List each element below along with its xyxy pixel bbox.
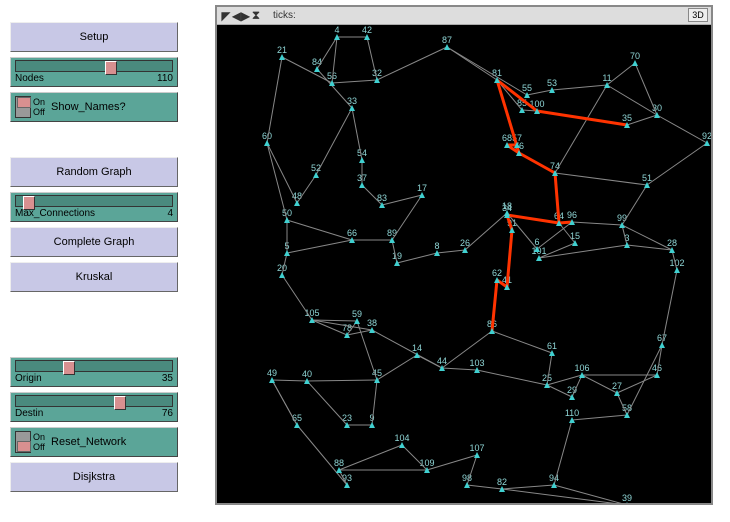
slider-thumb[interactable]	[114, 396, 126, 410]
slider-track	[15, 395, 173, 407]
slider-value: 4	[167, 208, 173, 219]
switch-toggle[interactable]	[15, 431, 31, 453]
slider-label: Max_Connections	[15, 208, 95, 219]
slider-value: 110	[157, 73, 173, 84]
show-names-switch[interactable]: On Off Show_Names?	[10, 92, 178, 122]
nodes-slider[interactable]: Nodes 110	[10, 57, 178, 87]
setup-button[interactable]: Setup	[10, 22, 178, 52]
dijkstra-button[interactable]: Disjkstra	[10, 462, 178, 492]
random-graph-button[interactable]: Random Graph	[10, 157, 178, 187]
slider-track	[15, 195, 173, 207]
complete-graph-button[interactable]: Complete Graph	[10, 227, 178, 257]
arrows-lr-icon[interactable]: ◀▶	[234, 9, 248, 23]
slider-track	[15, 360, 173, 372]
slider-label: Nodes	[15, 73, 44, 84]
slider-thumb[interactable]	[105, 61, 117, 75]
switch-label: Reset_Network	[51, 436, 126, 448]
kruskal-button[interactable]: Kruskal	[10, 262, 178, 292]
origin-slider[interactable]: Origin 35	[10, 357, 178, 387]
ticks-label: ticks:	[273, 10, 296, 21]
switch-onoff-labels: On Off	[33, 432, 45, 452]
slider-thumb[interactable]	[63, 361, 75, 375]
switch-label: Show_Names?	[51, 101, 126, 113]
reset-network-switch[interactable]: On Off Reset_Network	[10, 427, 178, 457]
view-toolbar: ◤ ◀▶ ⧗ ticks: 3D	[217, 7, 711, 25]
switch-onoff-labels: On Off	[33, 97, 45, 117]
slider-track	[15, 60, 173, 72]
graph-canvas[interactable]: 3456891114151718192021232526272829303233…	[217, 25, 711, 503]
slider-label: Destin	[15, 408, 43, 419]
view-panel: ◤ ◀▶ ⧗ ticks: 3D 34568911141517181920212…	[215, 5, 713, 505]
max-connections-slider[interactable]: Max_Connections 4	[10, 192, 178, 222]
controls-panel: Setup Nodes 110 On Off Show_Names? Rando…	[10, 22, 180, 497]
arrows-ud-icon[interactable]: ⧗	[249, 9, 263, 23]
slider-value: 76	[162, 408, 173, 419]
switch-toggle[interactable]	[15, 96, 31, 118]
slider-value: 35	[162, 373, 173, 384]
slider-label: Origin	[15, 373, 42, 384]
destin-slider[interactable]: Destin 76	[10, 392, 178, 422]
3d-button[interactable]: 3D	[688, 8, 708, 22]
